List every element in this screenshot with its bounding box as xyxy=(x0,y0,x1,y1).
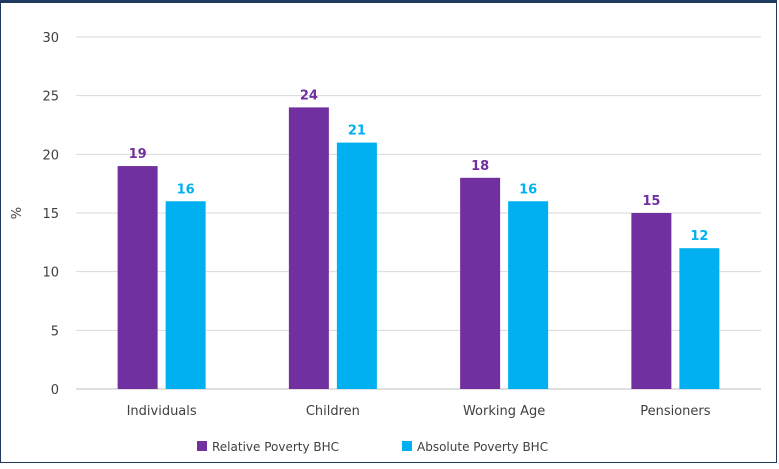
data-label: 16 xyxy=(519,182,537,197)
data-label: 24 xyxy=(300,88,318,103)
data-label: 18 xyxy=(471,159,489,174)
legend-label: Relative Poverty BHC xyxy=(212,440,339,454)
x-axis-categories: Individuals Children Working Age Pensioners xyxy=(127,404,711,419)
bar xyxy=(631,213,672,389)
legend: Relative Poverty BHC Absolute Poverty BHC xyxy=(197,440,548,454)
bar xyxy=(288,107,329,390)
bar xyxy=(460,177,501,389)
x-category-label: Individuals xyxy=(127,404,197,419)
legend-swatch xyxy=(197,441,207,451)
y-tick-label: 20 xyxy=(42,148,59,163)
bar xyxy=(336,142,377,389)
bar xyxy=(508,201,549,389)
y-tick-label: 5 xyxy=(51,324,59,339)
data-label: 19 xyxy=(129,147,147,162)
bar xyxy=(117,166,158,389)
y-tick-label: 10 xyxy=(42,266,59,281)
data-label: 12 xyxy=(690,229,708,244)
x-category-label: Working Age xyxy=(463,404,545,419)
data-label: 21 xyxy=(348,124,366,139)
bar xyxy=(165,201,206,389)
y-axis-ticks: 0 5 10 15 20 25 30 xyxy=(42,31,59,398)
x-category-label: Pensioners xyxy=(640,404,711,419)
data-label: 16 xyxy=(177,182,195,197)
x-category-label: Children xyxy=(306,404,360,419)
legend-label: Absolute Poverty BHC xyxy=(417,440,548,454)
y-tick-label: 0 xyxy=(51,383,59,398)
y-axis-label: % xyxy=(10,207,25,219)
data-label: 15 xyxy=(642,194,660,209)
bar-chart: 0 5 10 15 20 25 30 % 19 16 24 21 18 16 15 12 Individu… xyxy=(10,31,761,454)
y-tick-label: 25 xyxy=(42,90,59,105)
bar xyxy=(679,248,720,389)
legend-swatch xyxy=(402,441,412,451)
y-tick-label: 30 xyxy=(42,31,59,46)
bars xyxy=(117,107,720,390)
data-labels: 19 16 24 21 18 16 15 12 xyxy=(129,88,709,244)
y-tick-label: 15 xyxy=(42,207,59,222)
